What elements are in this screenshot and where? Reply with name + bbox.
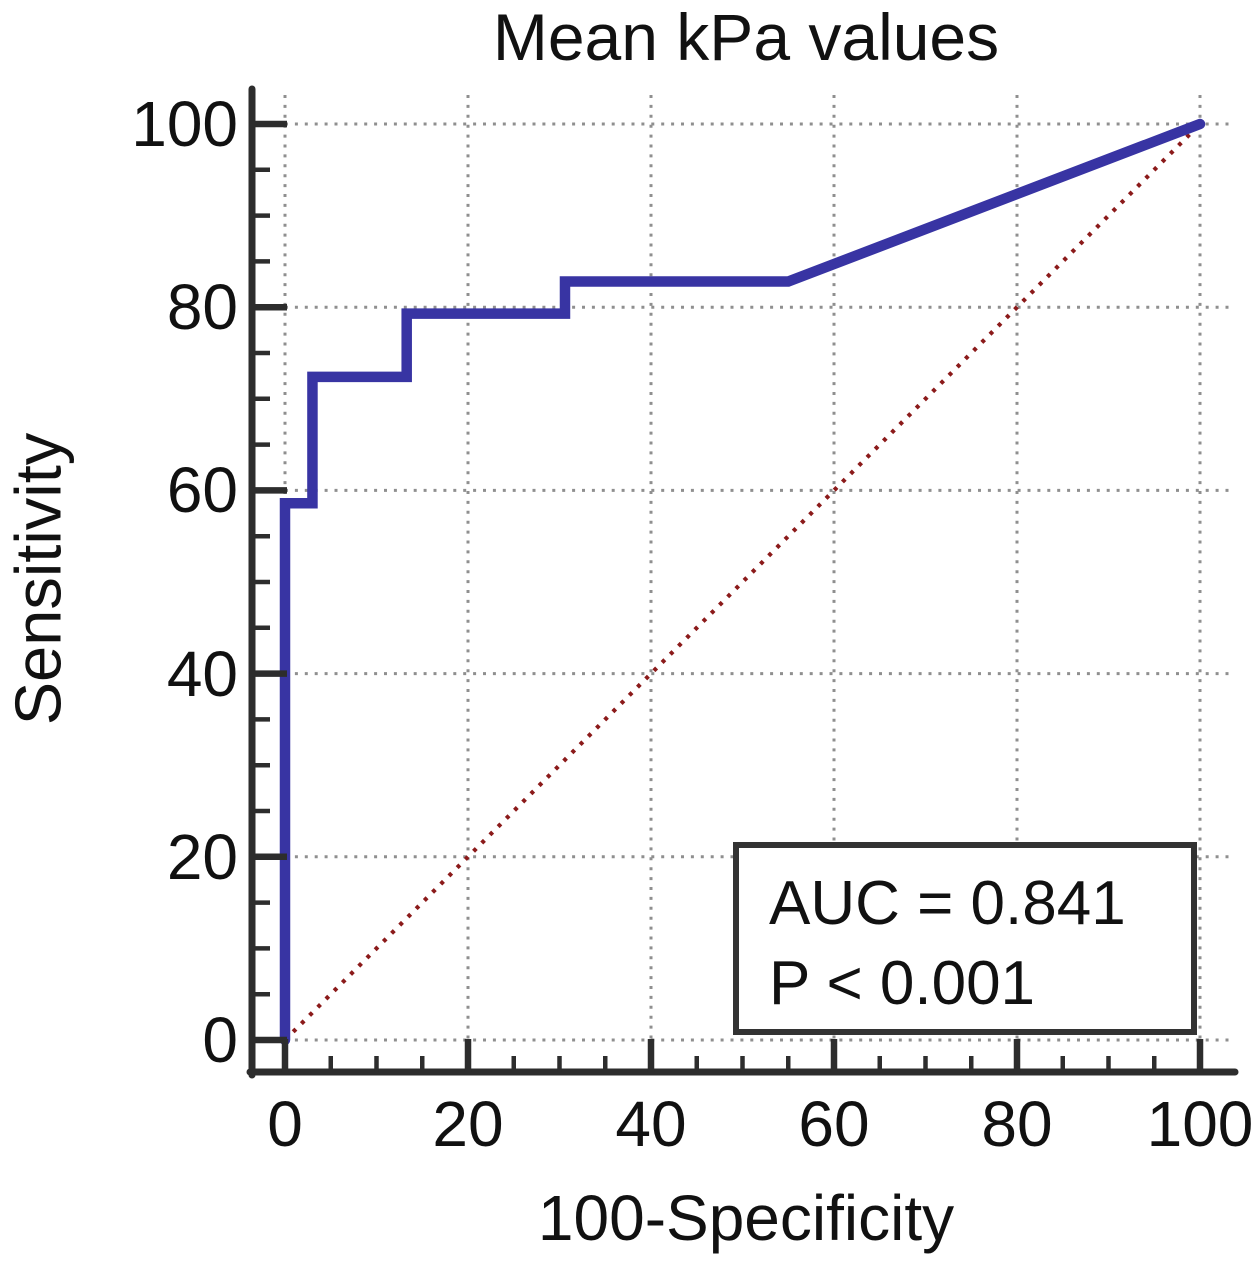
x-tick-label: 100: [1146, 1088, 1254, 1160]
gridlines: [283, 95, 1232, 1055]
y-tick-label: 0: [202, 1004, 238, 1076]
y-tick-label: 60: [166, 454, 238, 527]
x-tick-label: 20: [432, 1088, 504, 1160]
auc-annotation-box: AUC = 0.841 P < 0.001: [733, 842, 1197, 1035]
roc-curve-polyline: [279, 118, 1206, 1046]
x-tick-label: 80: [981, 1088, 1053, 1160]
p-value-text: P < 0.001: [769, 949, 1036, 1018]
y-axis-label: Sensitivity: [1, 432, 75, 726]
chart-title: Mean kPa values: [492, 0, 1000, 74]
y-tick-label: 100: [131, 88, 238, 160]
x-axis-label: 100-Specificity: [537, 1182, 955, 1254]
reference-diagonal-line: [283, 122, 1202, 1042]
roc-curve-line: [279, 118, 1206, 1046]
y-tick-label: 40: [166, 637, 238, 710]
chance-diagonal: [283, 122, 1202, 1042]
x-tick-label: 60: [798, 1088, 870, 1160]
y-tick-label: 20: [166, 820, 238, 893]
axes-and-ticks: [246, 85, 1239, 1079]
x-tick-label: 40: [615, 1088, 687, 1160]
y-tick-label: 80: [166, 271, 238, 344]
x-tick-label: 0: [267, 1088, 303, 1160]
auc-value-text: AUC = 0.841: [769, 869, 1126, 938]
